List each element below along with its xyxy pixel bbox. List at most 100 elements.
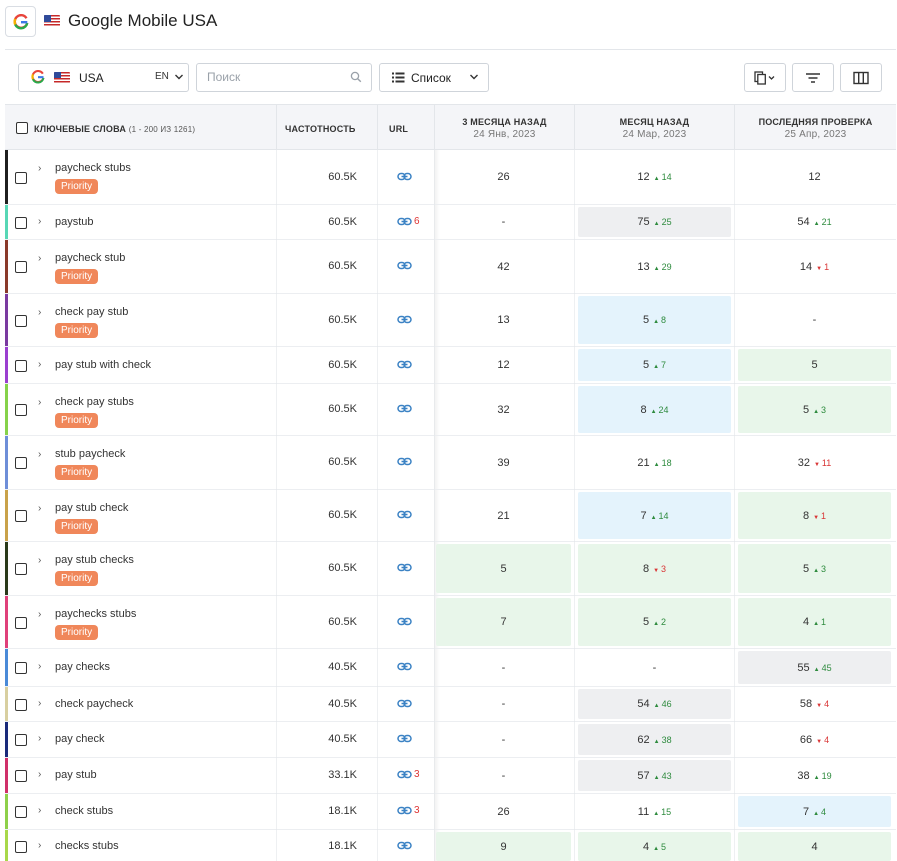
url-link-icon[interactable] xyxy=(397,617,412,627)
table-row[interactable]: › paychecks stubs Priority 60.5K 7 5 ▲ 2 4 ▲ 1 xyxy=(5,596,896,649)
url-link-icon[interactable] xyxy=(397,770,412,780)
keyword-text[interactable]: checks stubs xyxy=(55,840,119,852)
expand-row-icon[interactable]: › xyxy=(38,449,42,460)
url-link-icon[interactable] xyxy=(397,734,412,744)
expand-row-icon[interactable]: › xyxy=(38,358,42,370)
copy-button[interactable] xyxy=(744,63,786,92)
row-checkbox[interactable] xyxy=(15,457,27,469)
keyword-text[interactable]: paycheck stubs xyxy=(55,162,131,174)
url-count[interactable]: 3 xyxy=(414,769,420,780)
table-row[interactable]: › paycheck stub Priority 60.5K 42 13 ▲ 29 14 ▼ 1 xyxy=(5,240,896,294)
row-checkbox[interactable] xyxy=(15,698,27,711)
keyword-text[interactable]: paycheck stub xyxy=(55,252,126,264)
expand-row-icon[interactable]: › xyxy=(38,215,42,227)
row-checkbox[interactable] xyxy=(15,404,27,416)
table-row[interactable]: › check pay stub Priority 60.5K 13 5 ▲ 8 - xyxy=(5,294,896,347)
url-link-icon[interactable] xyxy=(397,360,412,370)
table-row[interactable]: › pay stub with check 60.5K 12 5 ▲ 7 5 xyxy=(5,347,896,384)
table-row[interactable]: › paystub 60.5K 6-75 ▲ 25 54 ▲ 21 xyxy=(5,205,896,240)
expand-row-icon[interactable]: › xyxy=(38,503,42,514)
url-link-icon[interactable] xyxy=(397,510,412,520)
column-last-check[interactable]: ПОСЛЕДНЯЯ ПРОВЕРКА 25 Апр, 2023 xyxy=(735,105,896,149)
table-row[interactable]: › pay checks 40.5K - -55 ▲ 45 xyxy=(5,649,896,687)
keyword-text[interactable]: pay stub with check xyxy=(55,358,151,371)
app-logo-button[interactable] xyxy=(5,6,36,37)
search-box[interactable] xyxy=(196,63,372,92)
keyword-text[interactable]: check stubs xyxy=(55,805,114,817)
row-checkbox[interactable] xyxy=(15,261,27,273)
keyword-text[interactable]: check pay stub xyxy=(55,306,129,318)
expand-row-icon[interactable]: › xyxy=(38,555,42,566)
keyword-text[interactable]: pay stub checks xyxy=(55,554,134,566)
keyword-text[interactable]: paychecks stubs xyxy=(55,608,137,620)
row-checkbox[interactable] xyxy=(15,806,27,818)
columns-button[interactable] xyxy=(840,63,882,92)
expand-row-icon[interactable]: › xyxy=(38,661,42,672)
url-link-icon[interactable] xyxy=(397,841,412,851)
row-checkbox[interactable] xyxy=(15,171,27,184)
table-row[interactable]: › pay check 40.5K -62 ▲ 38 66 ▼ 4 xyxy=(5,722,896,758)
table-row[interactable]: › check paycheck 40.5K -54 ▲ 46 58 ▼ 4 xyxy=(5,687,896,722)
row-checkbox[interactable] xyxy=(15,314,27,327)
table-row[interactable]: › pay stub checks Priority 60.5K 5 8 ▼ 3 5 ▲ 3 xyxy=(5,542,896,596)
url-count[interactable]: 3 xyxy=(414,805,420,816)
position-delta: 15 xyxy=(661,806,672,817)
keyword-text[interactable]: check paycheck xyxy=(55,697,134,710)
keyword-text[interactable]: pay stub xyxy=(55,769,97,781)
column-3-months-ago[interactable]: 3 МЕСЯЦА НАЗАД 24 Янв, 2023 xyxy=(435,105,574,149)
column-frequency[interactable]: ЧАСТОТНОСТЬ xyxy=(277,105,377,149)
row-checkbox[interactable] xyxy=(15,662,27,674)
row-checkbox[interactable] xyxy=(15,616,27,629)
keyword-text[interactable]: pay stub check xyxy=(55,502,129,514)
keyword-text[interactable]: pay checks xyxy=(55,661,111,673)
column-month-ago[interactable]: МЕСЯЦ НАЗАД 24 Мар, 2023 xyxy=(575,105,734,149)
keyword-text[interactable]: pay check xyxy=(55,733,105,745)
select-all-checkbox[interactable] xyxy=(16,122,28,134)
view-mode-select[interactable]: Список xyxy=(379,63,489,92)
search-icon[interactable] xyxy=(350,71,362,83)
keyword-text[interactable]: check pay stubs xyxy=(55,396,134,408)
row-checkbox[interactable] xyxy=(15,734,27,746)
expand-row-icon[interactable]: › xyxy=(38,307,42,318)
row-checkbox[interactable] xyxy=(15,359,27,372)
expand-row-icon[interactable]: › xyxy=(38,609,42,620)
url-link-icon[interactable] xyxy=(397,806,412,816)
url-link-icon[interactable] xyxy=(397,662,412,672)
url-link-icon[interactable] xyxy=(397,217,412,227)
search-input[interactable] xyxy=(207,70,347,84)
table-row[interactable]: › stub paycheck Priority 60.5K 39 21 ▲ 18 32 ▼ 11 xyxy=(5,436,896,490)
search-engine-select[interactable]: USA EN xyxy=(18,63,189,92)
row-checkbox[interactable] xyxy=(15,563,27,575)
url-link-icon[interactable] xyxy=(397,172,412,182)
keyword-text[interactable]: stub paycheck xyxy=(55,448,126,460)
filter-button[interactable] xyxy=(792,63,834,92)
url-link-icon[interactable] xyxy=(397,563,412,573)
table-row[interactable]: › checks stubs 18.1K 9 4 ▲ 5 4 xyxy=(5,830,896,861)
keyword-text[interactable]: paystub xyxy=(55,215,94,228)
url-link-icon[interactable] xyxy=(397,315,412,325)
expand-row-icon[interactable]: › xyxy=(38,840,42,851)
expand-row-icon[interactable]: › xyxy=(38,397,42,408)
table-row[interactable]: › pay stub 33.1K 3-57 ▲ 43 38 ▲ 19 xyxy=(5,758,896,794)
expand-row-icon[interactable]: › xyxy=(38,697,42,709)
expand-row-icon[interactable]: › xyxy=(38,733,42,744)
table-row[interactable]: › paycheck stubs Priority 60.5K 26 12 ▲ 14 12 xyxy=(5,150,896,205)
row-checkbox[interactable] xyxy=(15,216,27,229)
expand-row-icon[interactable]: › xyxy=(38,253,42,264)
expand-row-icon[interactable]: › xyxy=(38,769,42,780)
url-link-icon[interactable] xyxy=(397,457,412,467)
row-checkbox[interactable] xyxy=(15,770,27,782)
table-row[interactable]: › pay stub check Priority 60.5K 21 7 ▲ 14 8 ▼ 1 xyxy=(5,490,896,542)
url-count[interactable]: 6 xyxy=(414,215,420,227)
table-row[interactable]: › check stubs 18.1K 3 26 11 ▲ 15 7 ▲ 4 xyxy=(5,794,896,830)
table-row[interactable]: › check pay stubs Priority 60.5K 32 8 ▲ 24 5 ▲ 3 xyxy=(5,384,896,436)
url-link-icon[interactable] xyxy=(397,699,412,709)
expand-row-icon[interactable]: › xyxy=(38,805,42,816)
row-checkbox[interactable] xyxy=(15,841,27,853)
column-keywords[interactable]: КЛЮЧЕВЫЕ СЛОВА (1 - 200 ИЗ 1261) xyxy=(5,105,276,149)
url-link-icon[interactable] xyxy=(397,404,412,414)
column-url[interactable]: URL xyxy=(378,105,434,149)
expand-row-icon[interactable]: › xyxy=(38,163,42,174)
url-link-icon[interactable] xyxy=(397,261,412,271)
row-checkbox[interactable] xyxy=(15,510,27,522)
